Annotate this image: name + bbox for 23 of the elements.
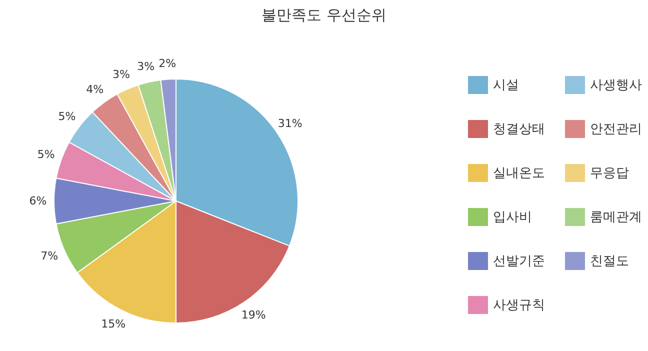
data-label: 7% (40, 249, 58, 262)
legend-label: 시설 (493, 77, 519, 94)
legend-label: 무응답 (590, 165, 629, 182)
chart-title: 불만족도 우선순위 (260, 6, 388, 25)
legend-label: 입사비 (493, 209, 532, 226)
legend-label: 선발기준 (493, 253, 545, 270)
data-label: 19% (241, 308, 266, 322)
data-label: 2% (158, 56, 176, 70)
data-label: 31% (278, 116, 302, 130)
legend-label: 실내온도 (493, 165, 545, 182)
legend-label: 청결상태 (493, 121, 545, 138)
legend-label: 룸메관계 (590, 209, 642, 226)
data-label: 4% (86, 82, 104, 96)
data-label: 3% (137, 60, 155, 73)
legend-label: 사생규칙 (493, 297, 545, 314)
data-label: 3% (112, 68, 130, 81)
legend-label: 안전관리 (590, 121, 642, 138)
legend-label: 사생행사 (590, 77, 642, 94)
data-label: 5% (58, 110, 76, 123)
data-label: 15% (101, 317, 126, 330)
data-label: 6% (29, 194, 47, 208)
data-label: 5% (37, 148, 55, 161)
legend-label: 친절도 (590, 253, 629, 270)
